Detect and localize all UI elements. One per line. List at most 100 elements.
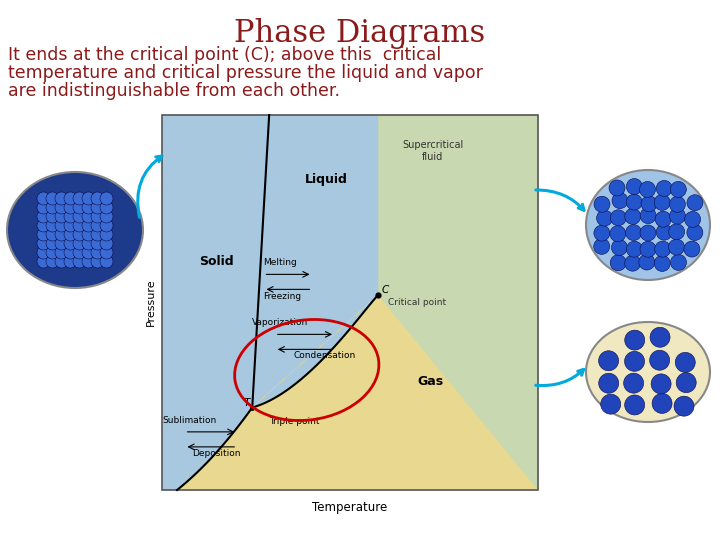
Circle shape bbox=[73, 255, 86, 268]
Text: Liquid: Liquid bbox=[305, 172, 348, 186]
Circle shape bbox=[625, 208, 641, 225]
Text: Deposition: Deposition bbox=[192, 449, 240, 458]
Circle shape bbox=[64, 210, 77, 223]
Circle shape bbox=[91, 246, 104, 259]
Circle shape bbox=[37, 210, 50, 223]
Circle shape bbox=[46, 201, 59, 214]
Circle shape bbox=[626, 179, 642, 194]
Circle shape bbox=[624, 373, 644, 393]
Circle shape bbox=[91, 192, 104, 205]
Circle shape bbox=[73, 246, 86, 259]
Circle shape bbox=[654, 241, 671, 257]
Circle shape bbox=[100, 219, 113, 232]
Text: Triple point: Triple point bbox=[269, 417, 320, 427]
Circle shape bbox=[652, 394, 672, 414]
Circle shape bbox=[46, 219, 59, 232]
Circle shape bbox=[626, 241, 642, 257]
Circle shape bbox=[654, 194, 670, 211]
Circle shape bbox=[73, 201, 86, 214]
Circle shape bbox=[37, 219, 50, 232]
Circle shape bbox=[654, 255, 670, 272]
Circle shape bbox=[46, 210, 59, 223]
Bar bbox=[162, 115, 538, 490]
Circle shape bbox=[46, 237, 59, 250]
Circle shape bbox=[82, 228, 95, 241]
Text: temperature and critical pressure the liquid and vapor: temperature and critical pressure the li… bbox=[8, 64, 483, 82]
Circle shape bbox=[625, 330, 644, 350]
Text: Critical point: Critical point bbox=[388, 298, 446, 307]
Circle shape bbox=[73, 210, 86, 223]
Circle shape bbox=[611, 240, 627, 255]
Circle shape bbox=[640, 241, 656, 257]
Circle shape bbox=[73, 237, 86, 250]
Circle shape bbox=[64, 246, 77, 259]
Circle shape bbox=[674, 396, 694, 416]
Circle shape bbox=[612, 193, 628, 208]
Circle shape bbox=[625, 395, 644, 415]
Circle shape bbox=[100, 246, 113, 259]
Circle shape bbox=[100, 210, 113, 223]
Text: Condensation: Condensation bbox=[294, 351, 356, 360]
Circle shape bbox=[687, 195, 703, 211]
Circle shape bbox=[55, 201, 68, 214]
Ellipse shape bbox=[586, 170, 710, 280]
Text: C: C bbox=[381, 285, 389, 295]
Circle shape bbox=[100, 228, 113, 241]
Text: Supercritical
fluid: Supercritical fluid bbox=[402, 140, 464, 162]
Circle shape bbox=[594, 196, 610, 212]
Circle shape bbox=[670, 181, 686, 198]
Text: are indistinguishable from each other.: are indistinguishable from each other. bbox=[8, 82, 340, 100]
Circle shape bbox=[626, 225, 642, 240]
Circle shape bbox=[100, 192, 113, 205]
Circle shape bbox=[624, 352, 644, 372]
Circle shape bbox=[610, 255, 626, 271]
Circle shape bbox=[91, 201, 104, 214]
Circle shape bbox=[82, 246, 95, 259]
Circle shape bbox=[55, 237, 68, 250]
Text: It ends at the critical point (C); above this  critical: It ends at the critical point (C); above… bbox=[8, 46, 441, 64]
Circle shape bbox=[82, 237, 95, 250]
Circle shape bbox=[600, 394, 621, 414]
Circle shape bbox=[626, 194, 642, 210]
Text: Phase Diagrams: Phase Diagrams bbox=[235, 18, 485, 49]
Circle shape bbox=[37, 228, 50, 241]
Text: Sublimation: Sublimation bbox=[162, 416, 216, 426]
Circle shape bbox=[82, 255, 95, 268]
Circle shape bbox=[64, 228, 77, 241]
Circle shape bbox=[609, 180, 625, 196]
Circle shape bbox=[55, 228, 68, 241]
Circle shape bbox=[91, 228, 104, 241]
Circle shape bbox=[100, 237, 113, 250]
Circle shape bbox=[100, 201, 113, 214]
Circle shape bbox=[676, 373, 696, 393]
Circle shape bbox=[656, 180, 672, 197]
Circle shape bbox=[64, 255, 77, 268]
Text: Freezing: Freezing bbox=[264, 292, 302, 301]
Polygon shape bbox=[378, 115, 538, 490]
Circle shape bbox=[46, 255, 59, 268]
Circle shape bbox=[670, 208, 685, 224]
Text: Solid: Solid bbox=[199, 255, 234, 268]
Circle shape bbox=[640, 225, 656, 241]
Circle shape bbox=[639, 181, 655, 198]
Circle shape bbox=[55, 219, 68, 232]
Circle shape bbox=[64, 219, 77, 232]
Circle shape bbox=[55, 210, 68, 223]
Circle shape bbox=[91, 219, 104, 232]
Text: T: T bbox=[243, 399, 250, 408]
Circle shape bbox=[82, 210, 95, 223]
Text: Melting: Melting bbox=[264, 258, 297, 267]
Circle shape bbox=[599, 373, 618, 393]
Circle shape bbox=[670, 254, 686, 271]
Circle shape bbox=[100, 255, 113, 268]
Circle shape bbox=[73, 228, 86, 241]
Circle shape bbox=[655, 211, 671, 227]
Circle shape bbox=[598, 351, 618, 371]
Circle shape bbox=[625, 255, 641, 271]
Circle shape bbox=[687, 225, 703, 240]
Circle shape bbox=[64, 192, 77, 205]
Circle shape bbox=[650, 327, 670, 347]
Circle shape bbox=[610, 226, 626, 242]
Circle shape bbox=[73, 219, 86, 232]
Circle shape bbox=[37, 237, 50, 250]
